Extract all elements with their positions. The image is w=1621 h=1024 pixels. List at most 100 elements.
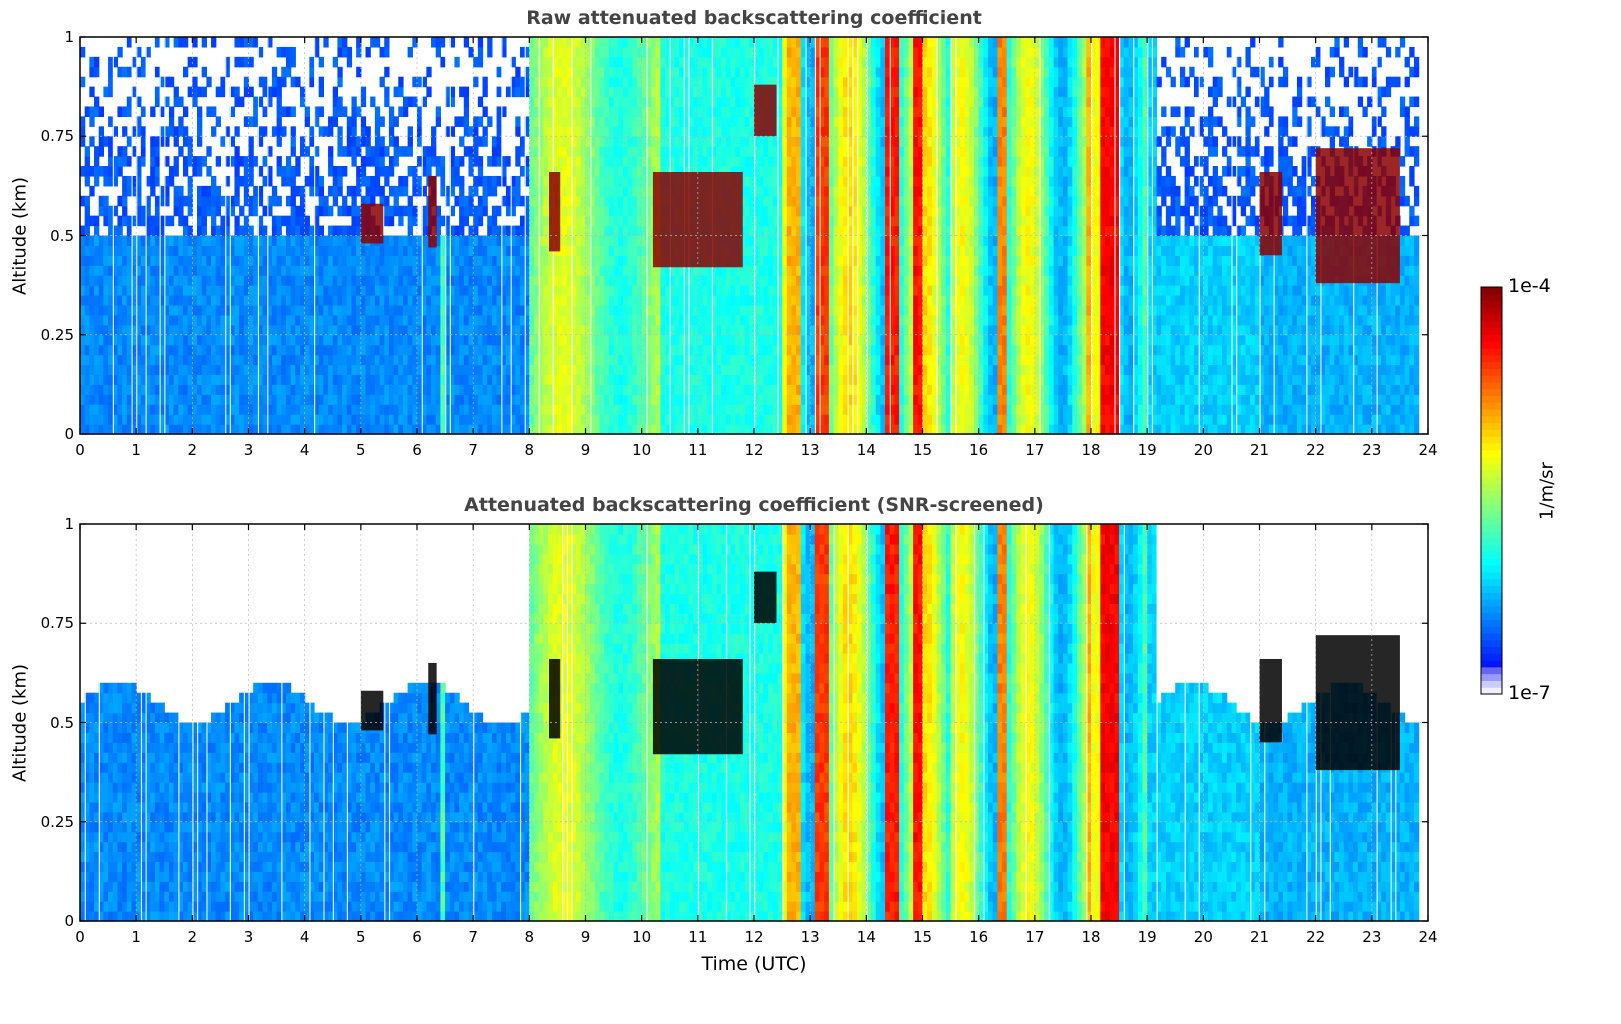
heatmap-cell bbox=[394, 87, 399, 98]
heatmap-cell bbox=[202, 384, 207, 395]
heatmap-cell bbox=[197, 404, 202, 415]
heatmap-cell bbox=[122, 285, 127, 296]
heatmap-cell bbox=[272, 77, 277, 88]
heatmap-cell bbox=[337, 285, 342, 296]
heatmap-cell bbox=[337, 37, 342, 48]
heatmap-cell bbox=[155, 374, 160, 385]
heatmap-cell bbox=[192, 424, 197, 435]
heatmap-cell bbox=[127, 325, 132, 336]
heatmap-cell bbox=[342, 355, 347, 366]
heatmap-cell bbox=[108, 305, 113, 316]
heatmap-cell bbox=[117, 374, 122, 385]
heatmap-cell bbox=[122, 394, 127, 405]
heatmap-cell bbox=[319, 77, 324, 88]
heatmap-cell bbox=[347, 325, 352, 336]
heatmap-cell bbox=[85, 295, 90, 306]
heatmap-cell bbox=[281, 255, 286, 266]
heatmap-cell bbox=[417, 116, 422, 127]
heatmap-cell bbox=[202, 37, 207, 48]
heatmap-cell bbox=[408, 245, 413, 256]
heatmap-cell bbox=[272, 295, 277, 306]
heatmap-cell bbox=[333, 265, 338, 276]
heatmap-cell bbox=[380, 295, 385, 306]
heatmap-cell bbox=[197, 295, 202, 306]
heatmap-cell bbox=[351, 384, 356, 395]
heatmap-cell bbox=[351, 275, 356, 286]
heatmap-cell bbox=[127, 106, 132, 117]
heatmap-cell bbox=[117, 335, 122, 346]
heatmap-cell bbox=[183, 315, 188, 326]
heatmap-cell bbox=[80, 116, 85, 127]
heatmap-cell bbox=[122, 345, 127, 356]
heatmap-cell bbox=[253, 414, 258, 425]
heatmap-cell bbox=[183, 67, 188, 78]
heatmap-cell bbox=[361, 315, 366, 326]
heatmap-cell bbox=[309, 166, 314, 177]
heatmap-cell bbox=[342, 285, 347, 296]
heatmap-cell bbox=[384, 365, 389, 376]
heatmap-cell bbox=[239, 206, 244, 217]
heatmap-cell bbox=[202, 265, 207, 276]
heatmap-cell bbox=[319, 275, 324, 286]
heatmap-cell bbox=[103, 295, 108, 306]
heatmap-cell bbox=[300, 265, 305, 276]
heatmap-cell bbox=[103, 404, 108, 415]
heatmap-cell bbox=[239, 285, 244, 296]
heatmap-cell bbox=[99, 365, 104, 376]
heatmap-cell bbox=[202, 67, 207, 78]
heatmap-cell bbox=[169, 295, 174, 306]
heatmap-cell bbox=[206, 245, 211, 256]
heatmap-cell bbox=[220, 216, 225, 227]
heatmap-cell bbox=[417, 265, 422, 276]
heatmap-cell bbox=[426, 285, 431, 296]
heatmap-cell bbox=[398, 355, 403, 366]
heatmap-cell bbox=[277, 315, 282, 326]
heatmap-cell bbox=[281, 374, 286, 385]
heatmap-cell bbox=[323, 394, 328, 405]
heatmap-cell bbox=[394, 325, 399, 336]
heatmap-cell bbox=[347, 374, 352, 385]
heatmap-cell bbox=[272, 355, 277, 366]
heatmap-cell bbox=[384, 47, 389, 58]
heatmap-cell bbox=[309, 305, 314, 316]
heatmap-cell bbox=[103, 345, 108, 356]
heatmap-cell bbox=[253, 374, 258, 385]
heatmap-cell bbox=[323, 196, 328, 207]
heatmap-cell bbox=[347, 275, 352, 286]
heatmap-cell bbox=[99, 355, 104, 366]
heatmap-cell bbox=[380, 186, 385, 197]
heatmap-cell bbox=[155, 97, 160, 108]
heatmap-cell bbox=[323, 305, 328, 316]
heatmap-cell bbox=[375, 245, 380, 256]
heatmap-cell bbox=[408, 97, 413, 108]
heatmap-cell bbox=[272, 87, 277, 98]
heatmap-cell bbox=[394, 136, 399, 147]
heatmap-cell bbox=[127, 245, 132, 256]
heatmap-cell bbox=[408, 216, 413, 227]
heatmap-cell bbox=[417, 275, 422, 286]
heatmap-cell bbox=[277, 414, 282, 425]
heatmap-cell bbox=[319, 126, 324, 137]
heatmap-cell bbox=[89, 335, 94, 346]
heatmap-cell bbox=[141, 315, 146, 326]
heatmap-cell bbox=[295, 394, 300, 405]
heatmap-cell bbox=[220, 374, 225, 385]
heatmap-cell bbox=[183, 156, 188, 167]
heatmap-cell bbox=[384, 335, 389, 346]
heatmap-cell bbox=[178, 196, 183, 207]
heatmap-cell bbox=[253, 206, 258, 217]
heatmap-cell bbox=[333, 97, 338, 108]
heatmap-cell bbox=[291, 374, 296, 385]
heatmap-cell bbox=[211, 106, 216, 117]
heatmap-cell bbox=[178, 275, 183, 286]
heatmap-cell bbox=[347, 295, 352, 306]
heatmap-cell bbox=[85, 156, 90, 167]
heatmap-cell bbox=[249, 374, 254, 385]
heatmap-cell bbox=[380, 424, 385, 435]
heatmap-cell bbox=[375, 285, 380, 296]
heatmap-cell bbox=[333, 166, 338, 177]
heatmap-cell bbox=[408, 384, 413, 395]
heatmap-cell bbox=[206, 295, 211, 306]
heatmap-cell bbox=[234, 255, 239, 266]
heatmap-cell bbox=[384, 176, 389, 187]
